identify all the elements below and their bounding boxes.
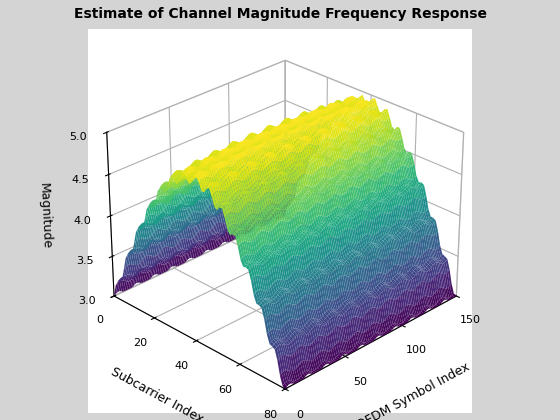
X-axis label: OFDM Symbol Index: OFDM Symbol Index	[354, 360, 472, 420]
Title: Estimate of Channel Magnitude Frequency Response: Estimate of Channel Magnitude Frequency …	[73, 7, 487, 21]
Y-axis label: Subcarrier Index: Subcarrier Index	[109, 365, 206, 420]
